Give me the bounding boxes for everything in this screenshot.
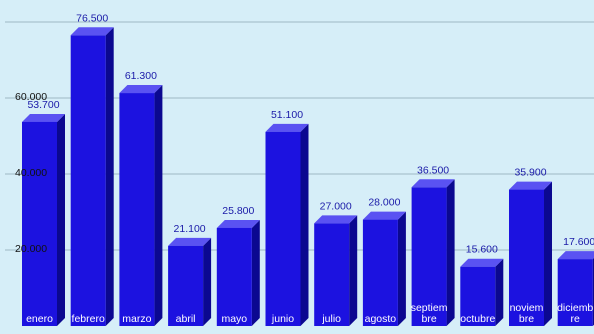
bar-value-label: 61.300 [125,70,157,82]
bar [168,237,212,326]
bar-front [460,266,496,326]
value-labels: 53.700 76.500 61.300 21.100 25.800 51.100 27.0… [27,12,594,255]
bar-side [495,258,504,326]
bar [70,27,114,327]
bar-value-label: 35.900 [514,167,546,179]
bar-front [411,187,447,326]
bar [460,258,504,326]
category-label: febrero [72,313,105,325]
bar-front [168,245,204,326]
bar-top [362,211,406,220]
category-label: marzo [122,313,151,325]
bar-side [105,27,114,327]
bar-side [300,123,309,326]
bar-value-label: 21.100 [174,223,206,235]
bar [22,113,65,326]
bar [119,85,163,326]
category-label: julio [321,313,341,325]
bar-front [314,223,350,326]
y-tick-label: 20.000 [15,243,47,255]
bar-top [265,123,309,132]
bar-value-label: 27.000 [320,200,352,212]
bar-top [168,237,212,246]
bar [411,179,455,326]
bar-top [411,179,455,188]
bar-front [265,131,301,326]
bar-side [203,237,212,326]
category-label: octubre [460,313,495,325]
bar-top [22,113,65,122]
bar-top [460,258,504,267]
bar-front [509,189,544,326]
y-tick-label: 40.000 [15,167,47,179]
bar-top [314,215,358,224]
category-label: bre [519,313,534,325]
category-label: noviem [510,302,544,314]
bar-front [22,121,57,326]
bars [22,27,594,327]
bar-front [557,259,593,326]
bar-value-label: 28.000 [368,197,400,209]
bar-value-label: 36.500 [417,164,449,176]
bar-side [154,85,163,326]
bar-front [70,35,106,327]
y-tick-labels: 20.000 40.000 60.000 [15,91,47,255]
bar-top [509,181,552,190]
category-label: septiem [411,302,448,314]
bar-side [397,211,406,326]
category-label: bre [422,313,437,325]
bar-side [57,113,65,326]
bar [509,181,552,326]
category-label: junio [271,313,294,325]
bar-value-label: 17.600 [563,236,594,248]
bar-top [216,219,260,228]
bar-value-label: 53.700 [27,99,59,111]
bar-value-label: 76.500 [76,12,108,24]
bar-value-label: 51.100 [271,109,303,121]
bar-side [349,215,358,326]
category-labels: enero febrero marzo abril mayo junio julio agos… [26,302,593,325]
bar-side [251,219,260,326]
category-label: mayo [221,313,247,325]
bar [314,215,358,326]
bar-side [544,181,552,326]
bar-value-label: 25.800 [222,205,254,217]
bar-top [119,85,163,94]
bar-value-label: 15.600 [466,244,498,256]
bar-front [216,227,252,326]
bar-top [557,251,594,260]
bar-top [70,27,114,36]
y-tick-label: 60.000 [15,91,47,103]
bar-front [362,219,398,326]
bar [216,219,260,326]
bar-side [446,179,455,326]
bar [362,211,406,326]
category-label: re [571,313,580,325]
category-label: abril [176,313,196,325]
bar [557,251,594,326]
category-label: diciemb [557,302,593,314]
bar [265,123,309,326]
bar-front [119,93,155,326]
category-label: enero [26,313,53,325]
category-label: agosto [365,313,397,325]
